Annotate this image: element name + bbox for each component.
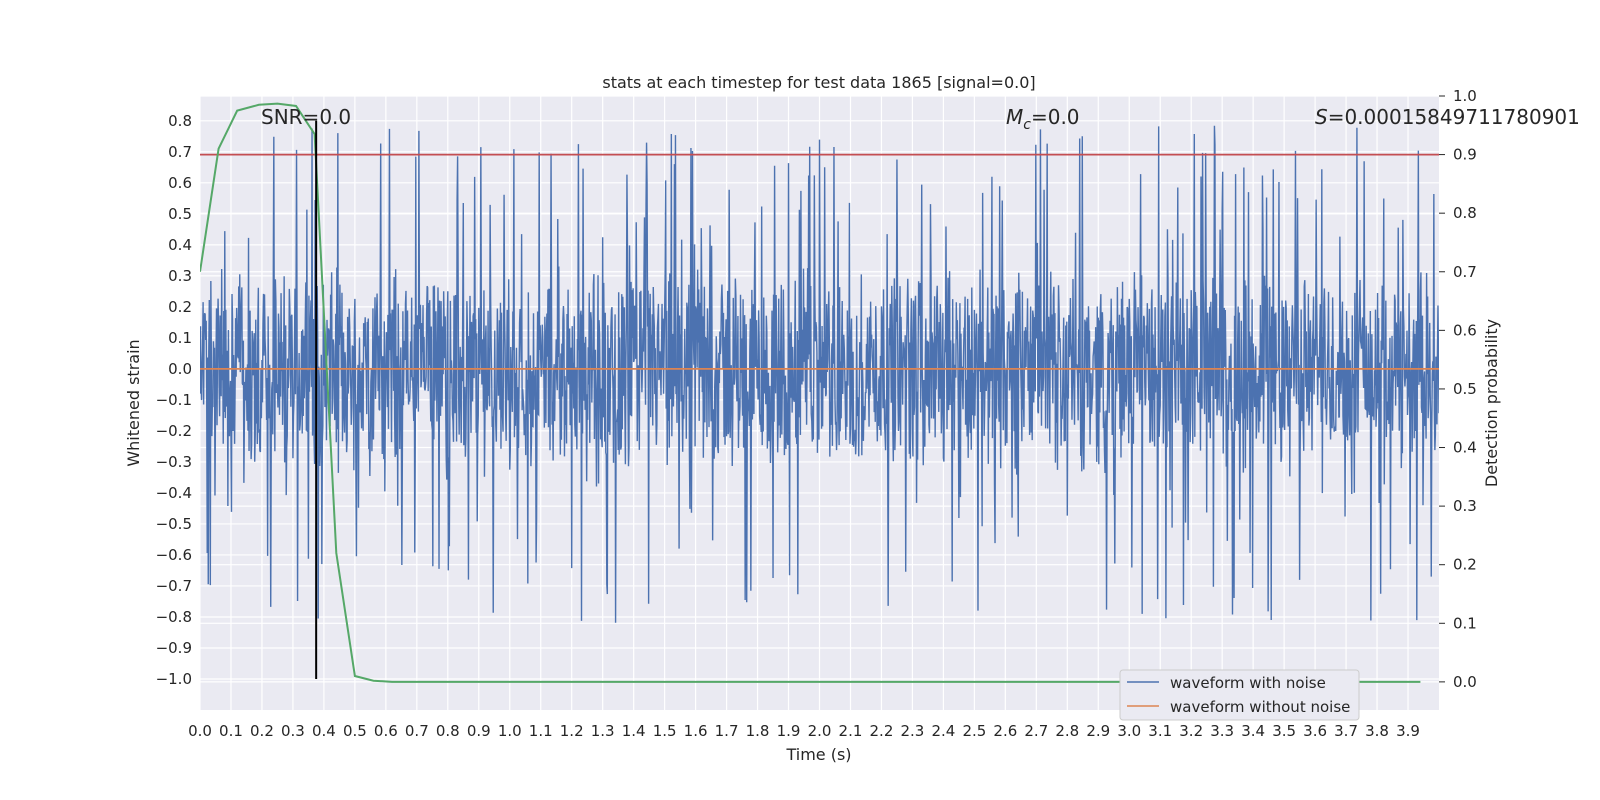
legend: waveform with noise waveform without noi…: [1119, 669, 1360, 721]
y-tick-label: −0.6: [156, 546, 192, 564]
waveform-with-noise-line: [200, 125, 1439, 623]
x-tick-label: 1.0: [498, 722, 522, 740]
x-tick-label: 2.7: [1024, 722, 1048, 740]
x-axis-label: Time (s): [785, 745, 851, 764]
right-y-tick-label: 0.7: [1453, 263, 1477, 281]
right-y-tick-label: 0.6: [1453, 321, 1477, 339]
snr-annotation: SNR=0.0: [261, 105, 351, 129]
x-tick-label: 2.5: [962, 722, 986, 740]
right-y-tick-label: 0.8: [1453, 204, 1477, 222]
x-tick-label: 3.9: [1396, 722, 1420, 740]
right-y-tick-label: 0.9: [1453, 146, 1477, 164]
chart-title: stats at each timestep for test data 186…: [602, 73, 1035, 92]
x-tick-label: 0.5: [343, 722, 367, 740]
x-tick-label: 2.1: [839, 722, 863, 740]
y-tick-label: 0.2: [168, 298, 192, 316]
y-tick-label: −1.0: [156, 670, 192, 688]
right-y-tick-label: 0.3: [1453, 497, 1477, 515]
right-y-tick-label: 0.1: [1453, 614, 1477, 632]
s-annotation: S=0.00015849711780901: [1315, 105, 1580, 129]
y-tick-label: −0.2: [156, 422, 192, 440]
legend-box: [1119, 669, 1360, 721]
y-tick-label: 0.0: [168, 360, 192, 378]
s-symbol: S: [1315, 105, 1328, 129]
y-tick-label: −0.3: [156, 453, 192, 471]
x-tick-label: 1.3: [591, 722, 615, 740]
y-tick-label: −0.1: [156, 391, 192, 409]
x-tick-label: 0.6: [374, 722, 398, 740]
right-y-tick-label: 0.5: [1453, 380, 1477, 398]
x-tick-label: 0.2: [250, 722, 274, 740]
x-axis-ticks: 0.0 0.1 0.2 0.3 0.4 0.5 0.6 0.7 0.8 0.9 1.0 1.1 1.2 1…: [188, 722, 1420, 740]
y-tick-label: −0.8: [156, 608, 192, 626]
s-value: =0.00015849711780901: [1328, 105, 1580, 129]
y-tick-label: 0.7: [168, 143, 192, 161]
right-y-tick-label: 0.0: [1453, 673, 1477, 691]
mc-value: =0.0: [1031, 105, 1080, 129]
x-tick-label: 0.7: [405, 722, 429, 740]
right-y-tick-label: 0.4: [1453, 439, 1477, 457]
x-tick-label: 1.6: [684, 722, 708, 740]
plot-series: [200, 102, 1439, 683]
x-tick-label: 1.5: [653, 722, 677, 740]
x-tick-label: 3.8: [1365, 722, 1389, 740]
y-axis-ticks: 0.8 0.7 0.6 0.5 0.4 0.3 0.2 0.1 0.0 −0.1 −0.2 −0.3 −…: [156, 112, 192, 688]
snr-value: 0.0: [319, 105, 351, 129]
x-tick-label: 2.0: [808, 722, 832, 740]
x-tick-label: 3.3: [1210, 722, 1234, 740]
x-tick-label: 2.4: [931, 722, 955, 740]
right-y-tick-label: 1.0: [1453, 87, 1477, 105]
x-tick-label: 1.4: [622, 722, 646, 740]
y-tick-label: 0.1: [168, 329, 192, 347]
x-tick-label: 1.2: [560, 722, 584, 740]
x-tick-label: 0.9: [467, 722, 491, 740]
y-tick-label: 0.6: [168, 174, 192, 192]
y-tick-label: −0.4: [156, 484, 192, 502]
x-tick-label: 0.4: [312, 722, 336, 740]
x-tick-label: 1.9: [777, 722, 801, 740]
y-tick-label: 0.3: [168, 267, 192, 285]
x-tick-label: 2.6: [993, 722, 1017, 740]
x-tick-label: 1.1: [529, 722, 553, 740]
x-tick-label: 3.1: [1148, 722, 1172, 740]
legend-label-clean: waveform without noise: [1170, 698, 1350, 716]
x-tick-label: 3.2: [1179, 722, 1203, 740]
x-tick-label: 1.7: [715, 722, 739, 740]
x-tick-label: 3.7: [1334, 722, 1358, 740]
x-tick-label: 0.3: [281, 722, 305, 740]
x-tick-label: 0.1: [219, 722, 243, 740]
y-tick-label: −0.7: [156, 577, 192, 595]
right-y-axis-ticks: 1.0 0.9 0.8 0.7 0.6 0.5 0.4 0.3 0.2 0.1 0.0: [1439, 87, 1477, 691]
y-tick-label: −0.5: [156, 515, 192, 533]
y-axis-label: Whitened strain: [124, 339, 143, 466]
x-tick-label: 1.8: [746, 722, 770, 740]
right-y-axis-label: Detection probability: [1482, 319, 1501, 487]
y-tick-label: 0.5: [168, 205, 192, 223]
x-tick-label: 3.0: [1117, 722, 1141, 740]
x-tick-label: 3.6: [1303, 722, 1327, 740]
x-tick-label: 2.3: [900, 722, 924, 740]
legend-label-noise: waveform with noise: [1170, 674, 1326, 692]
x-tick-label: 2.2: [870, 722, 894, 740]
x-tick-label: 0.0: [188, 722, 212, 740]
y-tick-label: 0.8: [168, 112, 192, 130]
detection-probability-line: [200, 102, 1421, 683]
mc-symbol: M: [1006, 105, 1023, 129]
y-tick-label: 0.4: [168, 236, 192, 254]
mc-annotation: Mc=0.0: [1006, 105, 1080, 133]
right-y-tick-label: 0.2: [1453, 556, 1477, 574]
snr-prefix: SNR=: [261, 105, 319, 129]
mc-subscript: c: [1023, 117, 1031, 133]
y-tick-label: −0.9: [156, 639, 192, 657]
x-tick-label: 0.8: [436, 722, 460, 740]
x-tick-label: 2.8: [1055, 722, 1079, 740]
x-tick-label: 3.5: [1272, 722, 1296, 740]
x-tick-label: 3.4: [1241, 722, 1265, 740]
x-tick-label: 2.9: [1086, 722, 1110, 740]
